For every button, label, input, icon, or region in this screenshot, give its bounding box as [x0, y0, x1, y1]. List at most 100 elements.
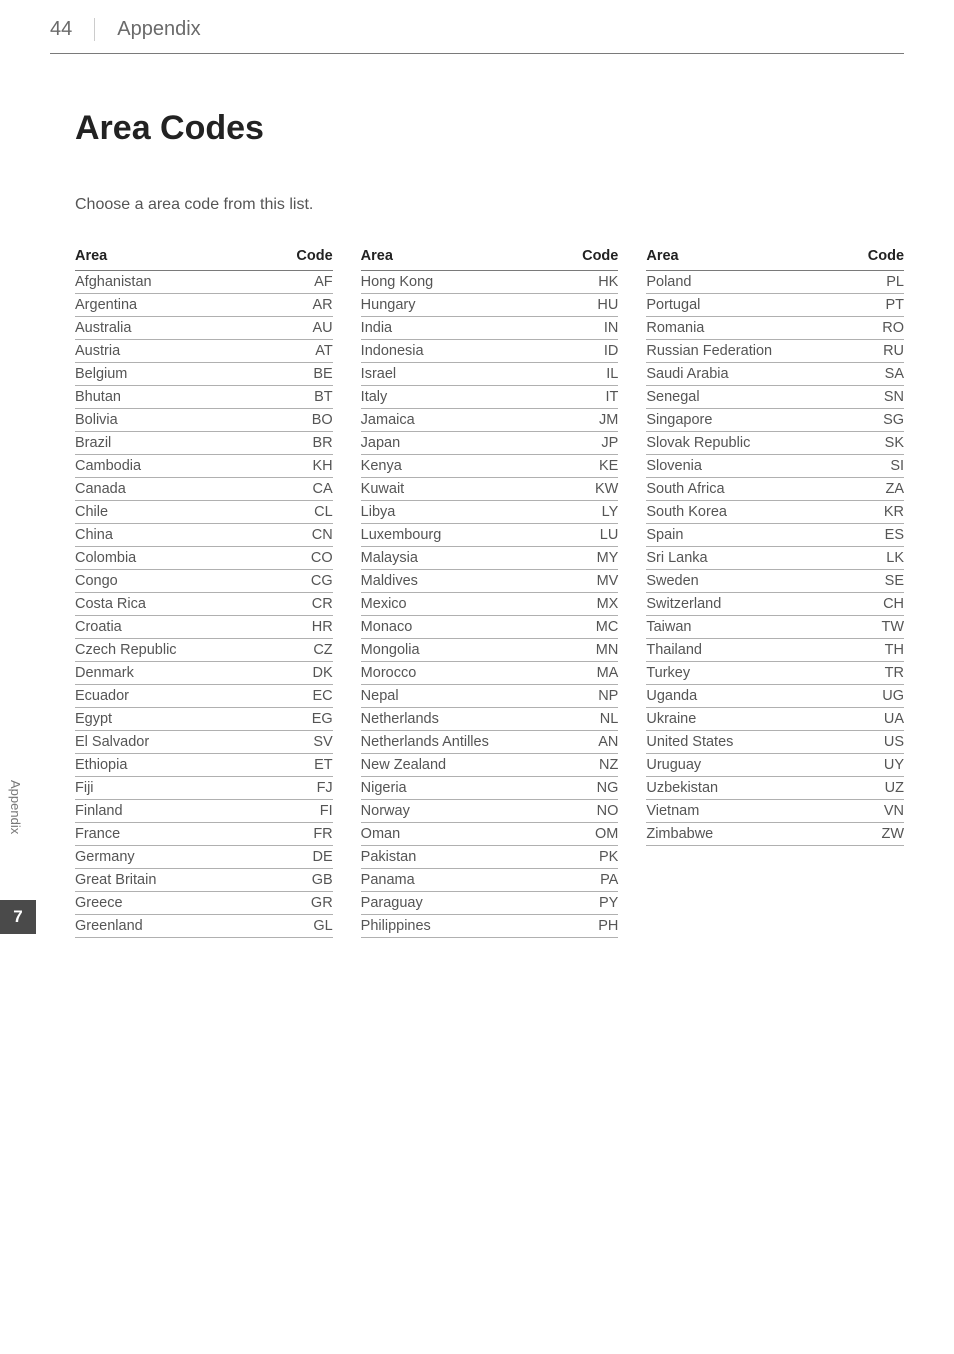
- table-row: HungaryHU: [361, 294, 619, 317]
- table-row: VietnamVN: [646, 800, 904, 823]
- area-cell: Canada: [75, 478, 265, 501]
- area-cell: Slovak Republic: [646, 432, 846, 455]
- area-cell: Mexico: [361, 593, 562, 616]
- table-row: New ZealandNZ: [361, 754, 619, 777]
- area-cell: Finland: [75, 800, 265, 823]
- table-row: IsraelIL: [361, 363, 619, 386]
- table-row: IndonesiaID: [361, 340, 619, 363]
- area-cell: Oman: [361, 823, 562, 846]
- code-cell: MV: [562, 570, 619, 593]
- table-row: MonacoMC: [361, 616, 619, 639]
- area-cell: Romania: [646, 317, 846, 340]
- table-row: NigeriaNG: [361, 777, 619, 800]
- table-row: EthiopiaET: [75, 754, 333, 777]
- code-cell: PT: [846, 294, 904, 317]
- table-row: LibyaLY: [361, 501, 619, 524]
- code-cell: BT: [265, 386, 333, 409]
- area-cell: Ukraine: [646, 708, 846, 731]
- table-row: KuwaitKW: [361, 478, 619, 501]
- table-row: South KoreaKR: [646, 501, 904, 524]
- table-row: AfghanistanAF: [75, 271, 333, 294]
- code-cell: HK: [562, 271, 619, 294]
- table-row: PanamaPA: [361, 869, 619, 892]
- code-cell: IT: [562, 386, 619, 409]
- table-row: ChileCL: [75, 501, 333, 524]
- table-row: ItalyIT: [361, 386, 619, 409]
- table-row: PakistanPK: [361, 846, 619, 869]
- code-cell: HU: [562, 294, 619, 317]
- code-cell: NL: [562, 708, 619, 731]
- area-cell: El Salvador: [75, 731, 265, 754]
- table-row: BrazilBR: [75, 432, 333, 455]
- area-cell: Mongolia: [361, 639, 562, 662]
- area-code-table-1: Area Code AfghanistanAFArgentinaARAustra…: [75, 242, 333, 938]
- code-cell: BE: [265, 363, 333, 386]
- table-row: KenyaKE: [361, 455, 619, 478]
- table-row: RomaniaRO: [646, 317, 904, 340]
- code-cell: AT: [265, 340, 333, 363]
- code-cell: KW: [562, 478, 619, 501]
- code-cell: MN: [562, 639, 619, 662]
- code-cell: AN: [562, 731, 619, 754]
- code-header: Code: [562, 242, 619, 271]
- area-cell: Kuwait: [361, 478, 562, 501]
- area-cell: Colombia: [75, 547, 265, 570]
- code-cell: TW: [846, 616, 904, 639]
- code-cell: NP: [562, 685, 619, 708]
- table-row: ParaguayPY: [361, 892, 619, 915]
- area-cell: Ecuador: [75, 685, 265, 708]
- page-subtitle: Choose a area code from this list.: [75, 196, 904, 214]
- area-cell: Morocco: [361, 662, 562, 685]
- area-cell: Hong Kong: [361, 271, 562, 294]
- table-row: NorwayNO: [361, 800, 619, 823]
- code-cell: ZW: [846, 823, 904, 846]
- area-cell: Bolivia: [75, 409, 265, 432]
- table-row: GreeceGR: [75, 892, 333, 915]
- code-cell: TR: [846, 662, 904, 685]
- page-header: 44 Appendix: [50, 0, 904, 54]
- table-row: IndiaIN: [361, 317, 619, 340]
- code-cell: EC: [265, 685, 333, 708]
- code-cell: OM: [562, 823, 619, 846]
- code-cell: IL: [562, 363, 619, 386]
- area-cell: Sweden: [646, 570, 846, 593]
- area-cell: Austria: [75, 340, 265, 363]
- table-row: DenmarkDK: [75, 662, 333, 685]
- area-cell: Argentina: [75, 294, 265, 317]
- table-row: South AfricaZA: [646, 478, 904, 501]
- area-cell: Uzbekistan: [646, 777, 846, 800]
- code-cell: VN: [846, 800, 904, 823]
- area-cell: Zimbabwe: [646, 823, 846, 846]
- area-header: Area: [646, 242, 846, 271]
- code-cell: UZ: [846, 777, 904, 800]
- code-cell: MX: [562, 593, 619, 616]
- area-cell: Monaco: [361, 616, 562, 639]
- area-cell: New Zealand: [361, 754, 562, 777]
- table-row: TurkeyTR: [646, 662, 904, 685]
- table-row: FinlandFI: [75, 800, 333, 823]
- code-cell: UY: [846, 754, 904, 777]
- table-row: CambodiaKH: [75, 455, 333, 478]
- code-cell: NZ: [562, 754, 619, 777]
- area-cell: Turkey: [646, 662, 846, 685]
- table-row: Russian FederationRU: [646, 340, 904, 363]
- code-cell: IN: [562, 317, 619, 340]
- area-cell: Norway: [361, 800, 562, 823]
- column-2: Area Code Hong KongHKHungaryHUIndiaINInd…: [361, 242, 619, 938]
- table-row: ThailandTH: [646, 639, 904, 662]
- code-cell: AR: [265, 294, 333, 317]
- area-header: Area: [75, 242, 265, 271]
- code-cell: FJ: [265, 777, 333, 800]
- table-row: Netherlands AntillesAN: [361, 731, 619, 754]
- area-cell: Vietnam: [646, 800, 846, 823]
- code-cell: KR: [846, 501, 904, 524]
- table-body-2: Hong KongHKHungaryHUIndiaINIndonesiaIDIs…: [361, 271, 619, 938]
- table-row: Saudi ArabiaSA: [646, 363, 904, 386]
- table-row: UzbekistanUZ: [646, 777, 904, 800]
- code-cell: PH: [562, 915, 619, 938]
- table-row: MoroccoMA: [361, 662, 619, 685]
- area-cell: Switzerland: [646, 593, 846, 616]
- table-row: PolandPL: [646, 271, 904, 294]
- area-cell: Egypt: [75, 708, 265, 731]
- area-cell: Uruguay: [646, 754, 846, 777]
